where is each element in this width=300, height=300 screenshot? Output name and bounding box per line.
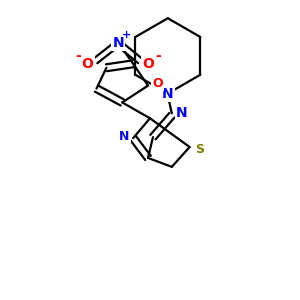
Text: N: N (119, 130, 129, 142)
Text: -: - (155, 49, 161, 63)
Text: S: S (195, 142, 204, 155)
Text: +: + (122, 30, 131, 40)
Text: -: - (75, 49, 81, 63)
Text: N: N (112, 36, 124, 50)
Text: N: N (176, 106, 188, 120)
Text: O: O (153, 77, 163, 90)
Text: O: O (142, 57, 154, 71)
Text: N: N (162, 86, 174, 100)
Text: O: O (82, 57, 94, 71)
